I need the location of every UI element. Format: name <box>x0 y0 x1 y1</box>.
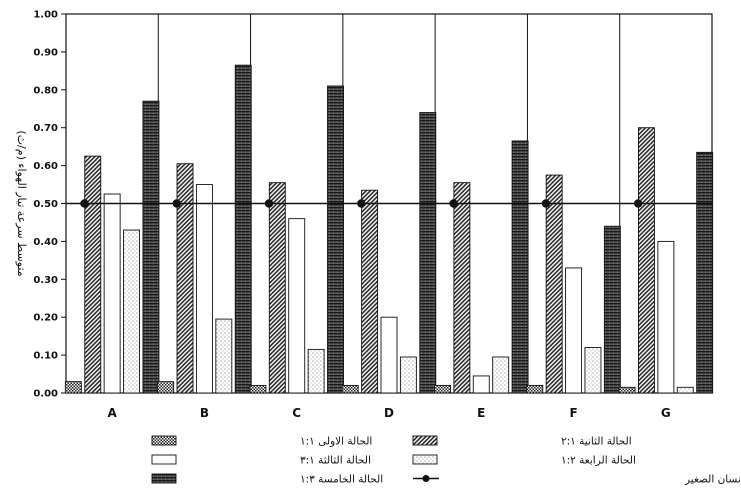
y-tick-label: 0.70 <box>33 123 58 134</box>
bar-D-s5 <box>419 112 437 394</box>
bar-E-s5 <box>511 140 529 394</box>
x-axis: A B C D E F G <box>107 406 670 420</box>
legend-swatch-s5 <box>151 473 177 484</box>
x-category-label: C <box>292 406 301 420</box>
legend-swatch-s1 <box>151 435 177 446</box>
y-tick-label: 0.20 <box>33 313 58 324</box>
y-tick-label: 0.10 <box>33 351 58 362</box>
x-category-label: B <box>200 406 209 420</box>
bar-D-s4 <box>399 356 417 394</box>
bar-F-s2 <box>545 174 563 394</box>
bar-D-s3 <box>380 316 398 394</box>
reference-marker-F <box>541 199 551 208</box>
bars <box>64 64 714 394</box>
bar-D-s1 <box>341 384 359 394</box>
y-tick-label: 1.00 <box>33 10 58 21</box>
bar-A-s2 <box>84 155 102 394</box>
x-category-label: A <box>107 406 117 420</box>
legend-swatch-s4 <box>412 454 438 465</box>
bar-G-s3 <box>657 240 675 394</box>
legend-label-s2: الحالة الثانية ٢:١ <box>561 436 632 448</box>
bar-B-s1 <box>157 381 175 394</box>
bar-F-s1 <box>526 384 544 394</box>
bar-C-s5 <box>327 85 344 394</box>
x-category-label: G <box>661 406 671 420</box>
y-axis: 0.00 0.10 0.20 0.30 0.40 0.50 0.60 0.70 0.80 0.90… <box>33 10 66 400</box>
reference-markers <box>80 199 643 208</box>
legend-swatch-reference-marker <box>422 475 430 482</box>
bar-C-s2 <box>268 182 286 394</box>
bar-E-s3 <box>472 375 490 394</box>
bar-C-s1 <box>249 384 267 394</box>
y-tick-label: 0.50 <box>33 199 58 210</box>
reference-marker-G <box>633 199 643 208</box>
y-tick-label: 0.00 <box>33 389 58 400</box>
y-tick-label: 0.60 <box>33 161 58 172</box>
bar-G-s2 <box>638 127 655 394</box>
reference-marker-E <box>449 199 458 208</box>
legend-label-s4: الحالة الرابعة ١:٢ <box>561 455 636 467</box>
bar-E-s4 <box>492 356 510 394</box>
x-category-label: E <box>477 406 485 420</box>
y-tick-label: 0.40 <box>33 237 58 248</box>
reference-marker-A <box>80 199 89 208</box>
legend-label-s5: الحالة الخامسة ١:٣ <box>300 474 383 486</box>
bar-A-s3 <box>103 193 121 394</box>
bar-C-s3 <box>288 218 306 394</box>
bar-G-s5 <box>696 151 714 394</box>
bar-C-s4 <box>307 348 325 394</box>
legend-label-s1: الحالة الاولى ١:١ <box>300 436 372 448</box>
legend-swatch-s3 <box>151 454 177 465</box>
x-category-label: D <box>384 406 394 420</box>
reference-marker-C <box>264 199 274 208</box>
legend-label-reference-line: متوسط سرعة الهواء المريحة للانسان الصغير <box>684 474 741 486</box>
reference-marker-D <box>357 199 366 208</box>
bar-G-s1 <box>618 386 636 394</box>
legend-swatch-s2 <box>412 435 438 446</box>
bar-A-s5 <box>142 100 160 394</box>
bar-A-s4 <box>123 229 140 394</box>
bar-E-s2 <box>453 182 471 394</box>
x-category-label: F <box>569 406 577 420</box>
bar-B-s5 <box>234 64 252 394</box>
reference-marker-B <box>172 199 181 208</box>
bar-A-s1 <box>64 381 82 394</box>
bar-B-s2 <box>176 163 194 394</box>
y-tick-label: 0.80 <box>33 85 58 96</box>
bar-D-s2 <box>361 189 379 394</box>
bar-B-s3 <box>195 184 213 394</box>
bar-F-s3 <box>565 267 583 394</box>
bar-F-s5 <box>603 225 621 394</box>
bar-F-s4 <box>584 347 602 394</box>
y-tick-label: 0.30 <box>33 275 58 286</box>
legend-label-s3: الحالة الثالثة ٣:١ <box>300 455 371 467</box>
y-axis-label: متوسط سرعة تيار الهواء (م/ث) <box>15 130 28 276</box>
legend: الحالة الاولى ١:١ الحالة الثانية ٢:١ الحال… <box>151 435 741 486</box>
bar-E-s1 <box>434 384 451 394</box>
bar-G-s4 <box>676 386 694 394</box>
y-tick-label: 0.90 <box>33 47 58 58</box>
bar-B-s4 <box>215 318 233 394</box>
